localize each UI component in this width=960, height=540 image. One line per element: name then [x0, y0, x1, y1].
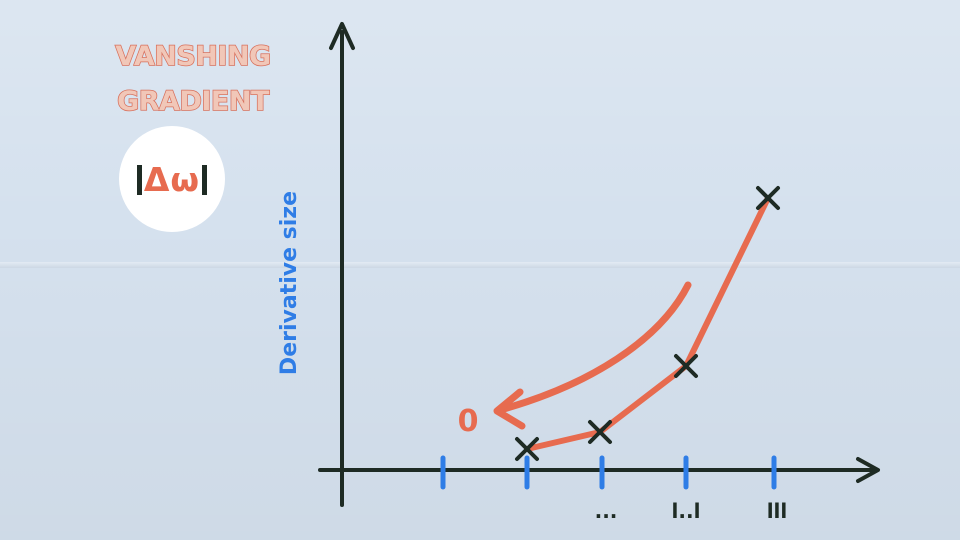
- gradient-curve: [524, 195, 771, 452]
- abs-bar-right: [202, 164, 208, 195]
- page-title: VANSHING GRADIENT: [115, 40, 272, 118]
- data-point-marker: [515, 437, 539, 461]
- data-point-marker: [674, 354, 698, 378]
- data-points: [515, 186, 780, 461]
- toward-zero-arrowhead: [493, 388, 526, 430]
- x-tick-label: ...: [595, 499, 618, 523]
- zero-label: 0: [458, 404, 479, 439]
- badge-symbol: Δω: [143, 159, 201, 199]
- x-ticks: [440, 455, 777, 490]
- data-point-marker: [588, 420, 612, 444]
- x-tick-label: lll: [767, 499, 788, 523]
- data-point-marker: [756, 186, 780, 210]
- abs-bar-left: [136, 164, 142, 195]
- x-tick-label: l..l: [672, 499, 701, 523]
- toward-zero-arrow: [496, 281, 692, 414]
- x-axis-arrowhead: [856, 457, 880, 483]
- abs-delta-omega-badge: Δω: [119, 126, 225, 232]
- y-axis-arrowhead: [329, 22, 355, 50]
- badge-formula: Δω: [135, 160, 209, 199]
- paper-fold-line: [0, 262, 960, 268]
- y-axis-label: Derivative size: [277, 191, 302, 375]
